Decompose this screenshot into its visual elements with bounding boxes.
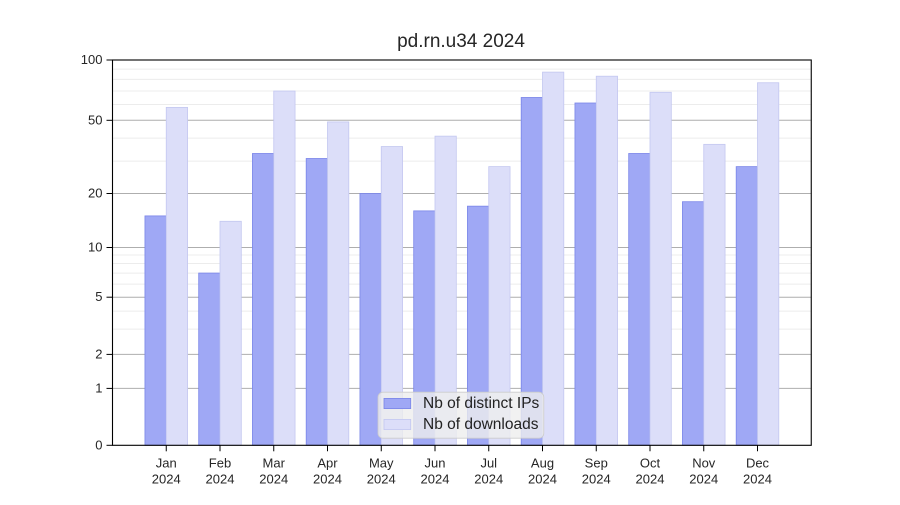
svg-text:Nov: Nov [692,455,716,470]
svg-text:Jan: Jan [156,455,177,470]
svg-text:0: 0 [95,437,102,452]
svg-text:20: 20 [88,186,102,201]
svg-text:Aug: Aug [531,455,554,470]
svg-text:2024: 2024 [206,471,235,486]
svg-text:Dec: Dec [746,455,770,470]
svg-text:2024: 2024 [367,471,396,486]
svg-text:2024: 2024 [528,471,557,486]
svg-text:2024: 2024 [636,471,665,486]
svg-text:10: 10 [88,240,102,255]
svg-text:Sep: Sep [585,455,608,470]
svg-text:2024: 2024 [689,471,718,486]
svg-text:Oct: Oct [640,455,661,470]
svg-text:2024: 2024 [743,471,772,486]
svg-text:Nb of downloads: Nb of downloads [423,416,539,433]
svg-text:5: 5 [95,289,102,304]
svg-text:2024: 2024 [582,471,611,486]
svg-text:2024: 2024 [421,471,450,486]
svg-text:2024: 2024 [152,471,181,486]
svg-text:Apr: Apr [317,455,338,470]
svg-text:Jun: Jun [425,455,446,470]
svg-text:100: 100 [81,52,103,67]
svg-text:pd.rn.u34 2024: pd.rn.u34 2024 [397,31,525,52]
svg-text:2024: 2024 [313,471,342,486]
svg-text:Jul: Jul [480,455,497,470]
svg-text:Mar: Mar [263,455,286,470]
svg-text:2024: 2024 [259,471,288,486]
svg-text:1: 1 [95,380,102,395]
svg-text:Feb: Feb [209,455,231,470]
svg-text:50: 50 [88,112,102,127]
svg-text:Nb of distinct IPs: Nb of distinct IPs [423,395,540,412]
svg-text:2: 2 [95,346,102,361]
svg-text:2024: 2024 [474,471,503,486]
svg-text:May: May [369,455,394,470]
